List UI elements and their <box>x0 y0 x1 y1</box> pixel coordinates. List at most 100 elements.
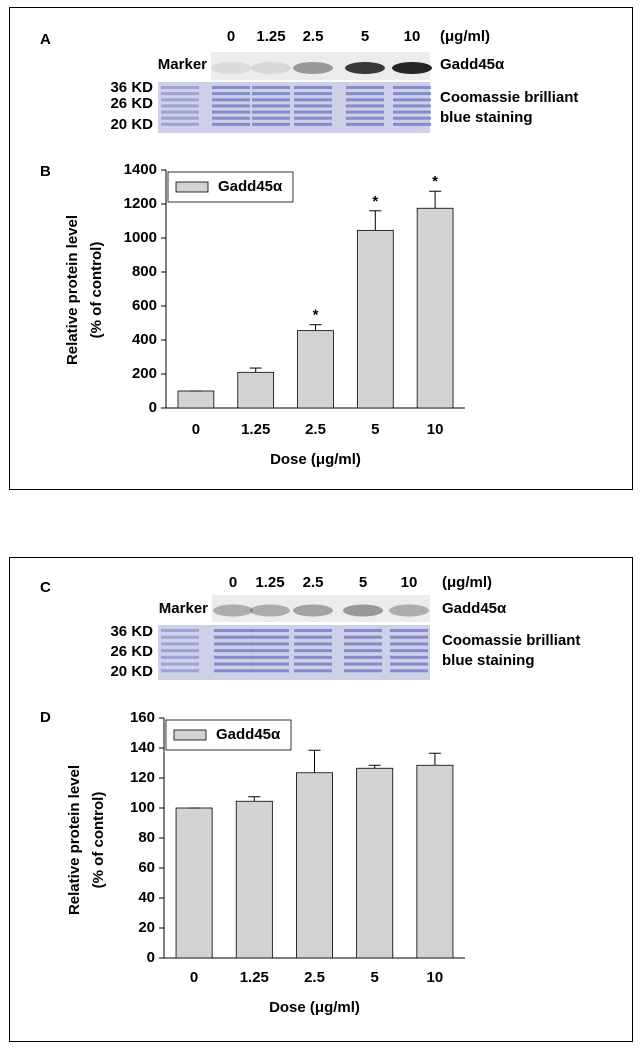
lane-label: 0 <box>229 574 237 591</box>
gel-band <box>390 662 428 666</box>
marker-label: Marker <box>158 56 207 73</box>
bar <box>416 764 454 959</box>
y-tick-label: 0 <box>147 949 155 966</box>
gel-band <box>344 662 382 666</box>
x-axis-label: Dose (μg/ml) <box>270 451 361 468</box>
y-tick-label: 40 <box>138 889 155 906</box>
x-tick-label: 2.5 <box>305 421 326 438</box>
gel-band <box>252 122 290 126</box>
gel-band <box>344 649 382 653</box>
gel-band <box>252 110 290 114</box>
blot-strip <box>212 595 430 622</box>
y-tick-label: 1200 <box>124 195 157 212</box>
gel-band <box>251 649 289 653</box>
gel-band <box>390 629 428 632</box>
gel-band <box>161 110 199 114</box>
significance-mark: * <box>432 173 438 190</box>
gel-band <box>214 642 252 646</box>
gel-band <box>251 629 289 632</box>
lane-label: 2.5 <box>303 28 324 45</box>
significance-mark: * <box>372 193 378 210</box>
gel-band <box>161 669 199 673</box>
panel-frame <box>9 7 633 490</box>
gel-band <box>212 110 250 114</box>
x-tick-label: 1.25 <box>241 421 270 438</box>
x-axis-label: Dose (μg/ml) <box>269 999 360 1016</box>
lane-label: 5 <box>359 574 367 591</box>
gel-band <box>294 669 332 673</box>
gel-band <box>214 635 252 639</box>
significance-mark: * <box>313 307 319 324</box>
size-label: 20 KD <box>110 663 153 680</box>
legend-label: Gadd45α <box>218 178 283 195</box>
gel-band <box>251 662 289 666</box>
lane-label: 2.5 <box>303 574 324 591</box>
y-axis-label: Relative protein level <box>66 765 83 915</box>
gel-band <box>294 98 332 102</box>
gel-band <box>294 92 332 96</box>
x-tick-label: 5 <box>371 421 379 438</box>
gel-band <box>214 662 252 666</box>
size-label: 26 KD <box>110 643 153 660</box>
lane-label: 10 <box>401 574 418 591</box>
bar <box>297 330 334 409</box>
gel-band <box>294 86 332 89</box>
gel-band <box>214 655 252 659</box>
gel-band <box>294 649 332 653</box>
gel-band <box>161 635 199 639</box>
gel-band <box>344 635 382 639</box>
y-tick-label: 140 <box>130 739 155 756</box>
bar <box>356 229 394 409</box>
gel-band <box>346 122 384 126</box>
gel-band <box>161 86 199 89</box>
legend-swatch <box>173 729 207 741</box>
gel-band <box>252 86 290 89</box>
gel-band <box>212 86 250 89</box>
lane-label: 1.25 <box>255 574 284 591</box>
gel-band <box>161 662 199 666</box>
y-tick-label: 120 <box>130 769 155 786</box>
gel-band <box>346 98 384 102</box>
bar <box>235 800 273 959</box>
y-tick-label: 160 <box>130 709 155 726</box>
gel-band <box>393 92 431 96</box>
gel-band <box>212 98 250 102</box>
x-tick-label: 0 <box>190 969 198 986</box>
lane-label: 0 <box>227 28 235 45</box>
gel-band <box>212 104 250 108</box>
gel-band <box>214 669 252 673</box>
gel-band <box>390 642 428 646</box>
lane-label: 10 <box>404 28 421 45</box>
gel-band <box>161 649 199 653</box>
gel-band <box>214 629 252 632</box>
blot-band <box>293 604 333 617</box>
gel-band <box>393 86 431 89</box>
y-axis-label: (% of control) <box>90 792 107 889</box>
y-tick-label: 600 <box>132 297 157 314</box>
panel-letter: D <box>40 709 51 726</box>
gel-band <box>390 655 428 659</box>
stain-label: blue staining <box>440 109 533 126</box>
unit-label: (μg/ml) <box>440 28 490 45</box>
bar <box>175 807 213 959</box>
y-tick-label: 100 <box>130 799 155 816</box>
x-tick-label: 10 <box>427 969 444 986</box>
gel-band <box>344 642 382 646</box>
gel-band <box>294 110 332 114</box>
gel-band <box>390 669 428 673</box>
gel-band <box>251 635 289 639</box>
gel-band <box>294 122 332 126</box>
gel-band <box>393 98 431 102</box>
gel-band <box>294 655 332 659</box>
gel-band <box>251 642 289 646</box>
gel-band <box>251 669 289 673</box>
y-tick-label: 200 <box>132 365 157 382</box>
gel-band <box>294 642 332 646</box>
gel-band <box>390 635 428 639</box>
size-label: 20 KD <box>110 116 153 133</box>
gel-band <box>161 629 199 632</box>
marker-label: Marker <box>159 600 208 617</box>
gel-band <box>161 655 199 659</box>
gel-band <box>393 116 431 120</box>
